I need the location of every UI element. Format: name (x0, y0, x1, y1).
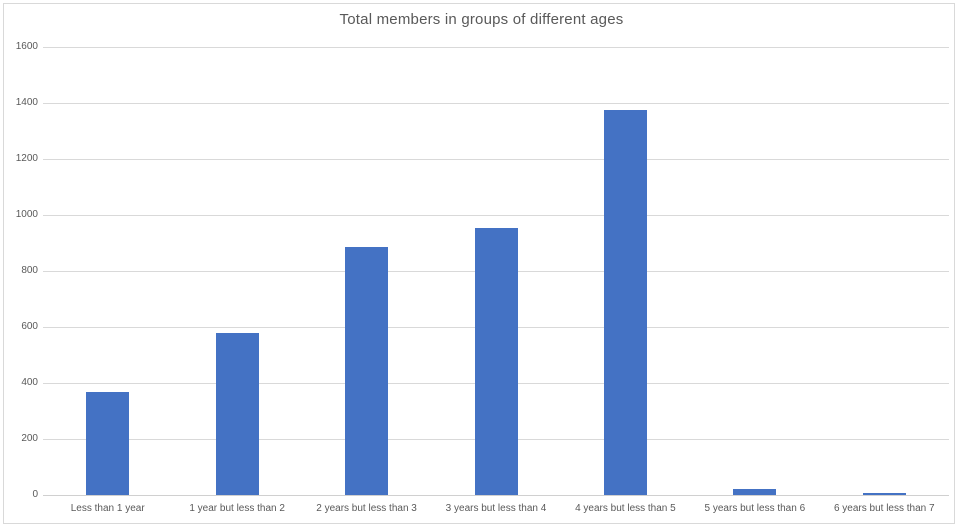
gridline (43, 47, 949, 48)
bar (215, 332, 259, 495)
y-tick-label: 1200 (15, 153, 38, 164)
x-axis-line (43, 495, 949, 496)
y-axis: 0 200 400 600 800 1000 1200 1400 1600 (0, 0, 38, 528)
x-category-label: 2 years but less than 3 (316, 503, 417, 514)
bar (733, 489, 777, 495)
bar (345, 247, 389, 495)
x-category-label: 4 years but less than 5 (575, 503, 676, 514)
chart-title: Total members in groups of different age… (339, 11, 624, 28)
y-tick-label: 800 (21, 265, 38, 276)
bar (86, 391, 130, 495)
gridline (43, 215, 949, 216)
y-tick-label: 0 (32, 489, 38, 500)
y-tick-label: 1400 (15, 97, 38, 108)
y-tick-label: 1600 (15, 41, 38, 52)
x-category-label: 1 year but less than 2 (189, 503, 285, 514)
y-tick-label: 200 (21, 433, 38, 444)
bar (603, 110, 647, 495)
gridline (43, 159, 949, 160)
plot-area (43, 47, 949, 496)
x-category-label: 5 years but less than 6 (704, 503, 806, 514)
gridline (43, 103, 949, 104)
bar (862, 493, 906, 495)
y-tick-label: 600 (21, 321, 38, 332)
y-tick-label: 1000 (15, 209, 38, 220)
x-axis: Less than 1 year 1 year but less than 2 2 … (43, 502, 949, 518)
x-category-label: 6 years but less than 7 (833, 503, 935, 514)
x-category-label: Less than 1 year (70, 503, 145, 514)
bar (474, 227, 518, 495)
y-tick-label: 400 (21, 377, 38, 388)
x-category-label: 3 years but less than 4 (445, 503, 547, 514)
